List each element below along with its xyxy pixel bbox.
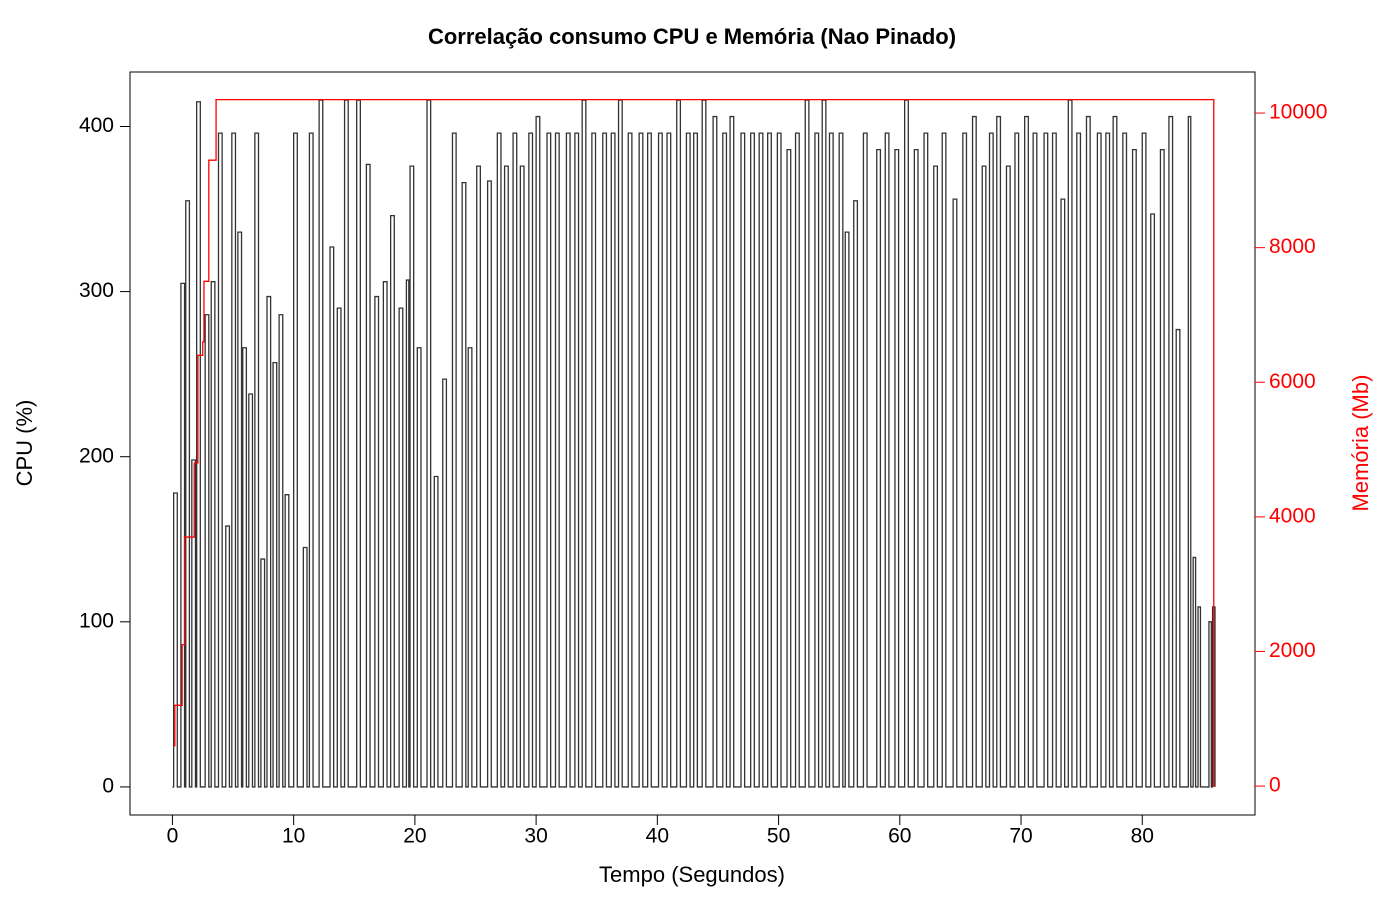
y2-axis-label: Memória (Mb) — [1348, 375, 1373, 512]
plot-frame — [129, 71, 1256, 816]
y2-tick-label: 6000 — [1269, 370, 1316, 393]
y2-tick-label: 8000 — [1269, 235, 1316, 258]
y-tick-label: 100 — [79, 609, 114, 632]
data-line — [173, 98, 1215, 787]
y2-tick-label: 2000 — [1269, 639, 1316, 662]
y-tick-label: 200 — [79, 444, 114, 467]
y-tick-label: 400 — [79, 114, 114, 137]
data-line — [172, 99, 1216, 788]
y2-tick-label: 4000 — [1269, 504, 1316, 527]
y-axis-label: CPU (%) — [12, 400, 37, 487]
y-tick-label: 0 — [102, 774, 114, 797]
x-tick-label: 60 — [888, 825, 911, 848]
y2-tick-label: 0 — [1269, 774, 1281, 797]
x-tick-label: 80 — [1131, 825, 1154, 848]
x-tick-label: 0 — [167, 825, 179, 848]
x-tick-label: 40 — [646, 825, 669, 848]
y-tick-label: 300 — [79, 279, 114, 302]
x-tick-label: 10 — [282, 825, 305, 848]
y2-tick-label: 10000 — [1269, 101, 1327, 124]
x-axis-label: Tempo (Segundos) — [599, 862, 785, 887]
x-tick-label: 50 — [767, 825, 790, 848]
x-tick-label: 70 — [1009, 825, 1032, 848]
x-tick-label: 20 — [403, 825, 426, 848]
x-tick-label: 30 — [524, 825, 547, 848]
chart-title: Correlação consumo CPU e Memória (Nao Pi… — [428, 24, 956, 49]
